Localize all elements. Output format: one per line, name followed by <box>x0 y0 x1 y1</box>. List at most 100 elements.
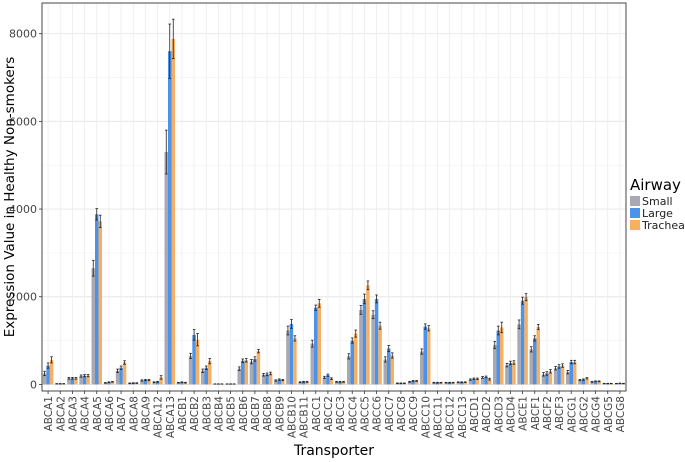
x-tick-label: ABCC8 <box>396 396 408 432</box>
bar-small <box>468 379 473 385</box>
bar-small <box>371 314 375 385</box>
bar-trachea <box>195 339 200 385</box>
x-tick-label: ABCC6 <box>372 396 384 432</box>
x-tick-label: ABCB9 <box>274 396 286 431</box>
bar-small <box>188 355 193 385</box>
x-tick-label: ABCA12 <box>153 396 165 438</box>
bar-trachea <box>171 38 175 385</box>
bar-large <box>411 380 415 385</box>
bar-large <box>168 51 172 385</box>
x-tick-label: ABCA8 <box>128 396 140 431</box>
bar-trachea <box>293 338 297 385</box>
plot-border <box>41 2 627 392</box>
bar-trachea <box>451 382 455 385</box>
legend-title: Airway <box>630 176 681 194</box>
legend-label-trachea: Trachea <box>641 219 685 232</box>
bar-trachea <box>122 362 127 385</box>
bar-large <box>423 326 427 385</box>
bar-trachea <box>110 381 115 385</box>
bar-small <box>553 368 558 385</box>
bar-small <box>286 330 290 385</box>
x-tick-label: ABCB11 <box>299 396 311 438</box>
bar-trachea <box>475 378 480 385</box>
x-tick-label: ABCB7 <box>250 396 262 431</box>
x-tick-label: ABCA13 <box>165 396 177 438</box>
bar-small <box>578 380 582 385</box>
y-tick-label: 6000 <box>9 115 37 128</box>
bar-large <box>569 362 573 385</box>
bar-small <box>493 344 497 385</box>
bar-large <box>95 214 99 385</box>
bar-small <box>67 378 71 385</box>
bar-trachea <box>439 382 443 385</box>
bar-trachea <box>317 303 321 385</box>
legend-label-large: Large <box>642 207 673 220</box>
bar-large <box>593 381 598 385</box>
bar-small <box>201 370 205 385</box>
plot-panel <box>42 3 626 391</box>
bar-large <box>82 375 87 385</box>
bar-large <box>265 374 269 385</box>
x-tick-label: ABCC2 <box>323 396 335 432</box>
bar-small <box>140 380 144 385</box>
y-tick-label: 8000 <box>9 28 37 41</box>
bar-trachea <box>74 378 78 385</box>
x-tick-label: ABCF3 <box>554 396 566 430</box>
x-tick-label: ABCD4 <box>505 396 517 433</box>
x-tick-label: ABCG4 <box>591 396 603 433</box>
x-tick-label: ABCB2 <box>189 396 201 431</box>
bar-small <box>432 382 436 385</box>
x-tick-label: ABCD2 <box>481 396 493 432</box>
bar-trachea <box>427 328 431 385</box>
bar-small <box>164 152 168 385</box>
bar-trachea <box>147 380 151 385</box>
bar-trachea <box>86 375 90 385</box>
bar-large <box>508 362 513 385</box>
bar-small <box>347 356 351 385</box>
bar-trachea <box>463 382 467 385</box>
bar-trachea <box>500 327 504 385</box>
bar-large <box>460 382 464 385</box>
x-tick-label: ABCB4 <box>213 396 225 432</box>
bar-large <box>484 376 488 385</box>
bar-large <box>374 298 379 385</box>
x-tick-label: ABCB6 <box>238 396 250 432</box>
bar-small <box>334 381 339 385</box>
bar-trachea <box>183 382 188 385</box>
bar-large <box>107 382 111 385</box>
bar-large <box>314 307 318 385</box>
bar-trachea <box>208 361 212 385</box>
x-tick-label: ABCB1 <box>177 396 189 431</box>
bar-small <box>79 376 83 385</box>
x-tick-label: ABCF1 <box>530 396 542 430</box>
x-tick-label: ABCC3 <box>335 396 347 432</box>
y-tick-label: 2000 <box>9 291 37 304</box>
y-tick-label: 4000 <box>9 203 37 216</box>
legend-swatch-large <box>630 208 640 218</box>
bar-large <box>387 348 391 385</box>
x-tick-label: ABCC5 <box>359 396 371 432</box>
bar-large <box>435 382 440 385</box>
bar-small <box>590 381 594 385</box>
y-axis-title: Expression Value in Healthy Non-smokers <box>2 57 18 338</box>
bar-small <box>91 268 95 385</box>
bar-large <box>447 382 452 385</box>
bar-small <box>298 382 302 385</box>
bar-trachea <box>573 362 577 385</box>
bar-trachea <box>49 359 54 385</box>
bar-small <box>261 374 266 385</box>
bar-large <box>557 366 561 385</box>
bar-trachea <box>414 380 419 385</box>
bar-large <box>338 381 342 385</box>
bar-trachea <box>512 362 516 385</box>
bar-small <box>115 370 120 385</box>
bar-large <box>119 367 123 385</box>
bar-large <box>289 323 294 385</box>
x-tick-label: ABCB5 <box>226 396 238 431</box>
x-tick-label: ABCA6 <box>104 396 116 432</box>
bar-trachea <box>487 379 492 385</box>
bar-small <box>359 309 363 385</box>
x-tick-label: ABCA2 <box>55 396 67 431</box>
x-tick-label: ABCC12 <box>445 396 457 438</box>
bar-small <box>517 324 521 385</box>
